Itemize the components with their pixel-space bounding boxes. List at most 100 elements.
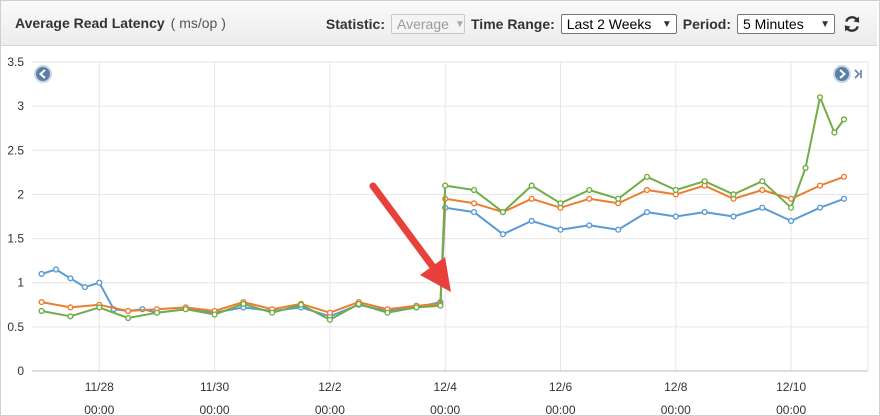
data-point [52, 266, 60, 273]
y-tick-label: 2.5 [7, 143, 24, 157]
data-point [840, 195, 848, 202]
y-tick-label: 1 [17, 276, 24, 290]
chart-header: Average Read Latency ( ms/op ) Statistic:… [1, 1, 877, 46]
data-point [787, 204, 795, 211]
data-point [298, 301, 305, 308]
data-point [437, 302, 444, 309]
data-point [153, 309, 161, 316]
chevron-left-icon[interactable] [34, 65, 52, 83]
data-point [672, 186, 679, 194]
data-point [470, 209, 478, 216]
data-point [615, 195, 622, 202]
data-point [240, 300, 247, 308]
data-point [643, 209, 651, 216]
data-point [759, 186, 766, 194]
data-point [211, 311, 218, 318]
data-point [840, 173, 848, 180]
y-tick-label: 3 [17, 99, 24, 113]
data-point [67, 313, 74, 320]
x-tick-time: 00:00 [430, 403, 460, 416]
x-tick-date: 11/28 [85, 380, 114, 394]
chevron-down-icon: ▼ [454, 18, 465, 30]
y-axis: 0 0.5 1 1.5 2 2.5 3 3.5 [7, 55, 24, 378]
data-point [730, 213, 737, 220]
x-tick-time: 00:00 [776, 403, 806, 416]
y-tick-label: 2 [17, 187, 24, 201]
data-point [125, 314, 132, 322]
time-range-label: Time Range: [471, 16, 555, 32]
period-label: Period: [682, 16, 731, 32]
data-point [384, 309, 391, 316]
data-point [816, 94, 824, 101]
data-point [96, 279, 103, 286]
chevron-down-icon: ▼ [820, 18, 830, 30]
data-point [586, 186, 593, 194]
data-point [816, 182, 824, 189]
data-point [269, 309, 276, 316]
chevron-down-icon: ▼ [661, 18, 672, 30]
data-point [643, 186, 651, 194]
latency-chart: 0 0.5 1 1.5 2 2.5 3 3.5 11/28 00:00 11/30 00:00 12/… [7, 55, 869, 416]
x-tick-time: 00:00 [84, 403, 114, 416]
y-tick-label: 0 [17, 364, 24, 378]
plot-area [38, 94, 848, 323]
data-point [586, 195, 593, 202]
data-point [787, 217, 795, 225]
statistic-select[interactable]: Average ▼ [391, 14, 465, 34]
data-point [643, 173, 651, 180]
y-tick-label: 0.5 [7, 320, 24, 334]
chart-controls: Statistic: Average ▼ Time Range: Last 2 … [326, 12, 863, 36]
period-select[interactable]: 5 Minutes ▼ [737, 14, 835, 34]
chart-grid [32, 61, 869, 372]
data-point [499, 231, 507, 238]
time-range-select[interactable]: Last 2 Weeks ▼ [560, 14, 677, 34]
data-point [672, 213, 679, 220]
data-point [759, 178, 766, 185]
data-point [96, 304, 103, 311]
data-point [413, 304, 420, 311]
data-point [67, 304, 74, 311]
data-point [326, 316, 334, 323]
annotation-arrow [369, 182, 451, 292]
x-tick-time: 00:00 [661, 403, 691, 416]
data-point [528, 195, 535, 202]
data-point [38, 299, 45, 306]
data-point [528, 182, 535, 189]
data-point [528, 217, 535, 225]
data-point [125, 307, 132, 315]
data-point [81, 284, 89, 291]
data-point [615, 226, 622, 233]
statistic-value: Average [397, 16, 449, 32]
statistic-label: Statistic: [325, 16, 385, 32]
data-point [38, 307, 45, 315]
x-tick-time: 00:00 [315, 403, 345, 416]
data-point [470, 200, 478, 207]
data-point [38, 270, 45, 278]
data-point [840, 116, 848, 123]
x-tick-date: 12/8 [664, 380, 688, 394]
data-point [802, 164, 809, 172]
chevron-right-icon[interactable] [833, 65, 851, 83]
x-tick-date: 12/2 [318, 380, 342, 394]
data-point [182, 306, 189, 313]
chart-title-text: Average Read Latency [15, 15, 165, 31]
y-tick-label: 3.5 [7, 55, 24, 69]
data-point [586, 222, 593, 229]
y-tick-label: 1.5 [7, 232, 24, 246]
x-tick-time: 00:00 [545, 403, 575, 416]
data-point [701, 178, 708, 185]
data-point [442, 182, 449, 189]
time-range-value: Last 2 Weeks [566, 16, 652, 32]
refresh-icon[interactable] [841, 13, 863, 35]
data-point [557, 200, 564, 207]
period-value: 5 Minutes [743, 16, 804, 32]
x-tick-date: 12/6 [549, 380, 573, 394]
data-point [470, 186, 478, 194]
data-point [557, 226, 564, 233]
skip-to-end-icon[interactable] [854, 69, 862, 79]
data-point [730, 191, 737, 198]
data-point [67, 275, 74, 282]
chart-units: ( ms/op ) [170, 15, 226, 31]
x-tick-time: 00:00 [200, 403, 230, 416]
chart-title: Average Read Latency ( ms/op ) [15, 15, 226, 31]
